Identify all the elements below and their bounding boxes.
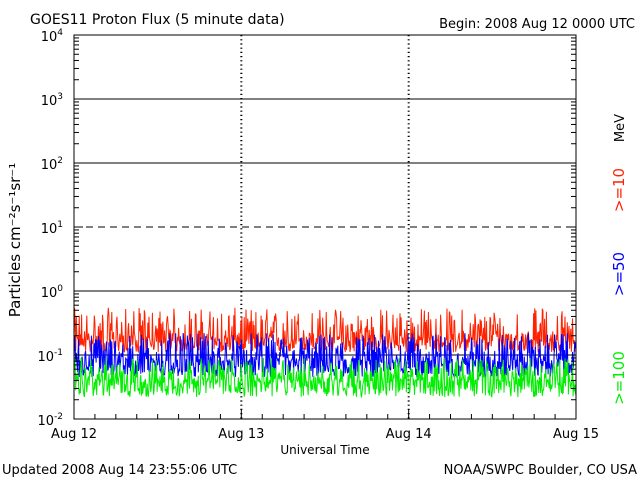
chart-title: GOES11 Proton Flux (5 minute data) xyxy=(30,12,285,28)
x-tick-label: Aug 14 xyxy=(386,427,432,442)
updated-label: Updated 2008 Aug 14 23:55:06 UTC xyxy=(2,463,237,478)
x-tick-label: Aug 15 xyxy=(553,427,599,442)
unit-label: MeV xyxy=(613,114,628,142)
legend-entry-1: >=50 xyxy=(610,252,628,296)
data-series xyxy=(73,307,576,399)
y-tick-label: 10-2 xyxy=(37,412,63,429)
y-tick-label: 100 xyxy=(41,284,64,301)
x-tick-label: Aug 13 xyxy=(218,427,264,442)
legend-entry-0: >=10 xyxy=(610,168,628,212)
series-line-2 xyxy=(73,357,576,399)
y-tick-label: 102 xyxy=(41,156,63,173)
series-line-1 xyxy=(73,333,576,379)
y-axis: 104 103 102 101 100 10-1 10-2 xyxy=(37,28,576,429)
x-tick-label: Aug 12 xyxy=(51,427,97,442)
y-axis-label: Particles cm⁻²s⁻¹sr⁻¹ xyxy=(6,163,24,317)
legend: MeV >=10 >=50 >=100 xyxy=(610,114,628,405)
y-tick-label: 10-1 xyxy=(37,348,63,365)
x-axis-label: Universal Time xyxy=(280,443,369,457)
source-label: NOAA/SWPC Boulder, CO USA xyxy=(444,463,637,478)
legend-entry-2: >=100 xyxy=(610,351,628,405)
begin-label: Begin: 2008 Aug 12 0000 UTC xyxy=(439,17,635,32)
y-tick-label: 103 xyxy=(41,92,63,109)
y-tick-label: 101 xyxy=(41,220,63,237)
x-axis: Aug 12 Aug 13 Aug 14 Aug 15 xyxy=(51,409,599,442)
y-tick-label: 104 xyxy=(41,28,64,45)
